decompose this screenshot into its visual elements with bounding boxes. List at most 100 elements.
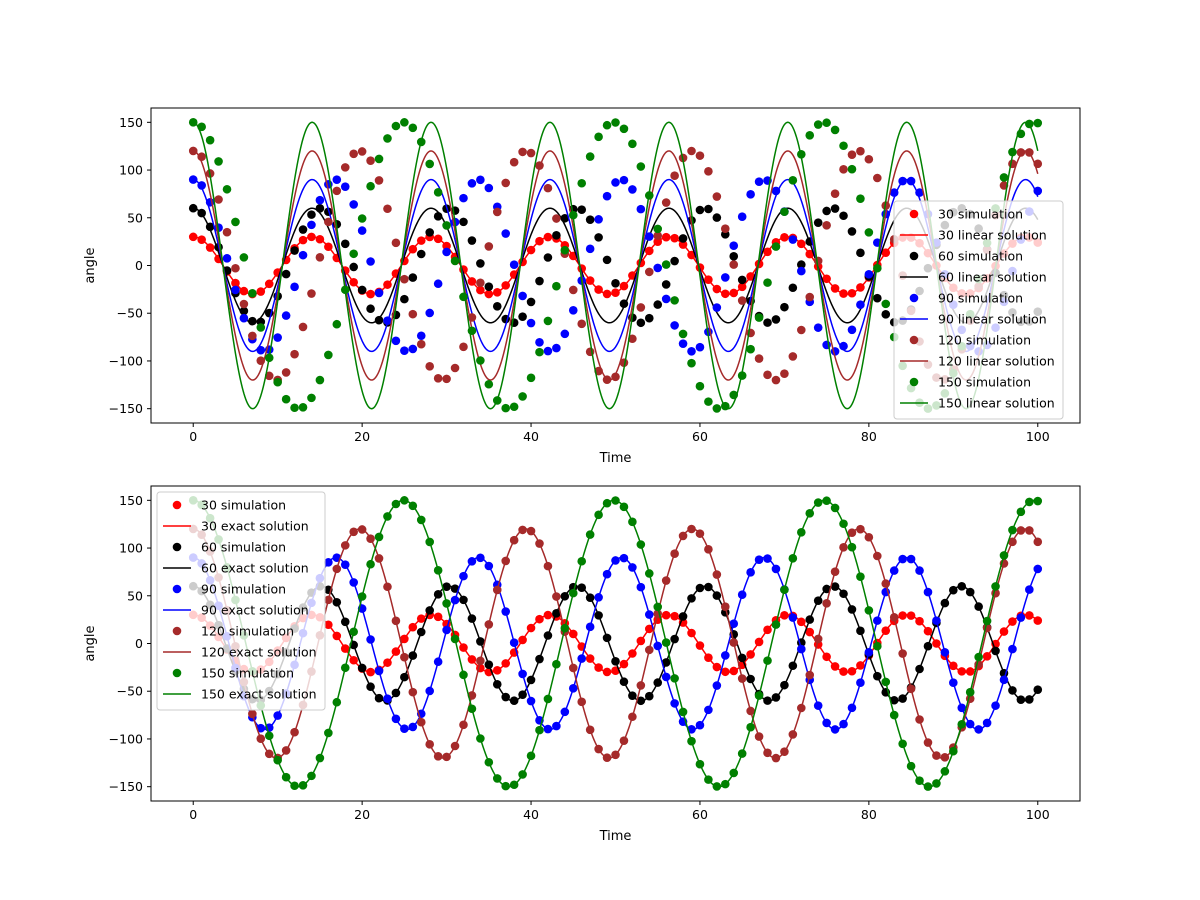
simulation-point-30 (704, 275, 713, 284)
simulation-point-120 (754, 354, 764, 363)
simulation-point-60 (290, 246, 299, 255)
simulation-point-60 (763, 696, 772, 705)
simulation-point-60 (416, 249, 426, 259)
simulation-point-90 (813, 701, 823, 710)
simulation-point-60 (611, 657, 620, 666)
simulation-point-60 (856, 626, 865, 636)
simulation-point-60 (670, 634, 679, 644)
simulation-point-60 (653, 678, 663, 687)
simulation-point-150 (391, 121, 401, 131)
simulation-point-120 (864, 154, 874, 164)
simulation-point-90 (552, 721, 561, 731)
simulation-point-150 (290, 403, 299, 413)
simulation-point-150 (670, 674, 679, 683)
simulation-point-150 (644, 191, 654, 200)
simulation-point-60 (898, 694, 907, 703)
simulation-point-150 (729, 768, 739, 778)
simulation-point-150 (695, 759, 705, 769)
simulation-point-150 (518, 392, 527, 401)
y-tick-label: −150 (109, 401, 143, 416)
simulation-point-120 (1008, 159, 1017, 169)
legend-label: 30 simulation (938, 207, 1023, 222)
simulation-point-120 (264, 371, 274, 381)
simulation-point-150 (788, 176, 798, 185)
simulation-point-150 (695, 381, 705, 391)
x-tick-label: 0 (189, 807, 197, 822)
simulation-point-90 (467, 557, 477, 566)
simulation-point-120 (526, 148, 536, 158)
simulation-point-30 (442, 241, 451, 251)
simulation-point-90 (281, 311, 291, 320)
simulation-point-120 (340, 541, 350, 550)
simulation-point-120 (366, 156, 375, 165)
simulation-point-150 (822, 118, 831, 128)
simulation-point-120 (805, 670, 815, 680)
simulation-point-150 (568, 210, 578, 220)
simulation-point-90 (653, 263, 663, 273)
simulation-point-30 (906, 611, 916, 620)
simulation-point-150 (526, 751, 536, 761)
simulation-point-150 (813, 498, 823, 507)
simulation-point-30 (830, 662, 840, 671)
simulation-point-60 (560, 213, 570, 223)
simulation-point-150 (442, 599, 451, 608)
simulation-point-60 (535, 654, 544, 664)
y-tick-label: 0 (135, 636, 143, 651)
simulation-point-90 (670, 699, 679, 708)
simulation-point-120 (197, 152, 206, 162)
simulation-point-150 (712, 404, 722, 413)
simulation-point-60 (476, 259, 485, 268)
simulation-point-90 (611, 556, 620, 565)
simulation-point-120 (256, 734, 266, 743)
simulation-point-90 (568, 683, 578, 693)
simulation-point-150 (1033, 118, 1043, 128)
simulation-point-90 (459, 571, 468, 581)
simulation-point-150 (408, 123, 418, 133)
y-tick-label: 150 (119, 493, 143, 508)
simulation-point-60 (594, 611, 603, 620)
simulation-point-90 (695, 342, 705, 352)
simulation-point-60 (585, 593, 595, 602)
simulation-point-30 (737, 282, 747, 292)
legend-marker-handle (172, 584, 182, 594)
simulation-point-150 (602, 498, 612, 508)
simulation-point-60 (839, 211, 848, 221)
simulation-point-120 (501, 178, 511, 188)
simulation-point-150 (636, 540, 646, 549)
simulation-point-120 (1016, 526, 1026, 535)
simulation-point-150 (492, 396, 502, 405)
simulation-point-60 (813, 596, 823, 605)
simulation-point-60 (416, 627, 426, 637)
simulation-point-60 (602, 255, 612, 265)
simulation-point-60 (729, 252, 739, 261)
simulation-point-150 (864, 606, 874, 615)
y-tick-label: 150 (119, 115, 143, 130)
simulation-point-60 (526, 297, 536, 307)
simulation-point-30 (822, 652, 831, 662)
simulation-point-30 (898, 611, 907, 620)
legend-label: 30 linear solution (938, 228, 1047, 243)
simulation-point-60 (889, 695, 899, 705)
simulation-point-150 (568, 588, 578, 598)
simulation-point-150 (788, 554, 798, 563)
simulation-point-120 (644, 267, 654, 277)
simulation-point-90 (763, 554, 772, 563)
simulation-point-120 (577, 319, 587, 329)
simulation-point-60 (585, 215, 595, 224)
simulation-point-120 (737, 674, 747, 683)
simulation-point-30 (881, 248, 891, 257)
simulation-point-120 (281, 368, 291, 377)
simulation-point-120 (754, 732, 764, 741)
simulation-point-30 (746, 272, 755, 281)
legend-marker-handle (172, 668, 182, 678)
simulation-point-150 (552, 659, 561, 669)
simulation-point-60 (1016, 695, 1026, 704)
legend-label: 150 simulation (938, 375, 1031, 390)
simulation-point-120 (492, 585, 502, 595)
simulation-point-30 (619, 659, 629, 669)
simulation-point-60 (492, 302, 502, 311)
simulation-point-120 (695, 529, 705, 538)
simulation-point-120 (906, 684, 916, 694)
simulation-point-150 (704, 775, 713, 784)
simulation-point-60 (704, 582, 713, 592)
